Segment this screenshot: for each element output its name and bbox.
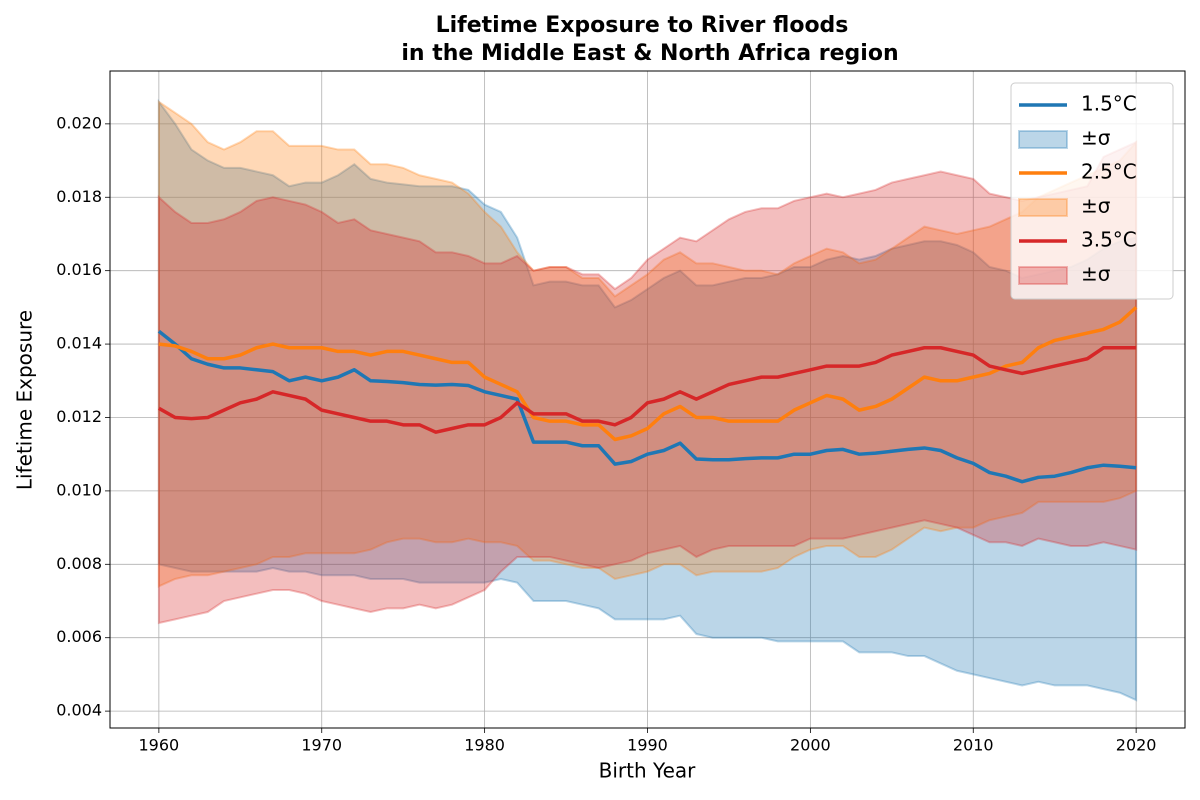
x-tick-label: 2010 xyxy=(953,736,994,755)
plot-frame xyxy=(109,70,1186,729)
legend-patch xyxy=(1018,266,1068,285)
y-tick-label: 0.018 xyxy=(56,187,102,206)
line xyxy=(157,329,1137,484)
band xyxy=(157,99,1138,588)
y-tick-label: 0.006 xyxy=(56,627,102,646)
y-tick-label: 0.004 xyxy=(56,701,102,720)
legend-box xyxy=(1010,82,1174,300)
x-tick-label: 2000 xyxy=(790,736,831,755)
y-tick-label: 0.020 xyxy=(56,113,102,132)
y-tick-label: 0.014 xyxy=(56,334,102,353)
x-axis-label: Birth Year xyxy=(599,759,696,783)
y-tick-label: 0.008 xyxy=(56,554,102,573)
legend-patch xyxy=(1018,198,1068,217)
x-tick-label: 1980 xyxy=(464,736,505,755)
legend: 1.5°C ±σ 2.5°C ±σ 3.5°C ±σ xyxy=(1010,82,1174,300)
y-tick-label: 0.012 xyxy=(56,407,102,426)
x-tick-label: 1960 xyxy=(139,736,180,755)
legend-label: 2.5°C xyxy=(1081,160,1137,184)
line xyxy=(158,306,1138,442)
x-tick-label: 1990 xyxy=(627,736,668,755)
chart-title: in the Middle East & North Africa region xyxy=(401,41,898,66)
chart-title: Lifetime Exposure to River floods xyxy=(436,13,849,38)
y-axis-label: Lifetime Exposure xyxy=(13,310,37,490)
y-tick-label: 0.016 xyxy=(56,260,102,279)
grid xyxy=(110,71,1185,728)
legend-label: ±σ xyxy=(1081,126,1111,150)
band xyxy=(157,140,1138,625)
legend-label: ±σ xyxy=(1081,194,1111,218)
line xyxy=(158,345,1137,434)
y-tick-label: 0.010 xyxy=(56,480,102,499)
legend-label: 3.5°C xyxy=(1081,228,1137,252)
x-tick-label: 2020 xyxy=(1116,736,1157,755)
legend-label: 1.5°C xyxy=(1081,92,1137,116)
legend-label: ±σ xyxy=(1081,262,1111,286)
band xyxy=(157,98,1138,702)
x-tick-label: 1970 xyxy=(301,736,342,755)
legend-patch xyxy=(1018,130,1068,149)
